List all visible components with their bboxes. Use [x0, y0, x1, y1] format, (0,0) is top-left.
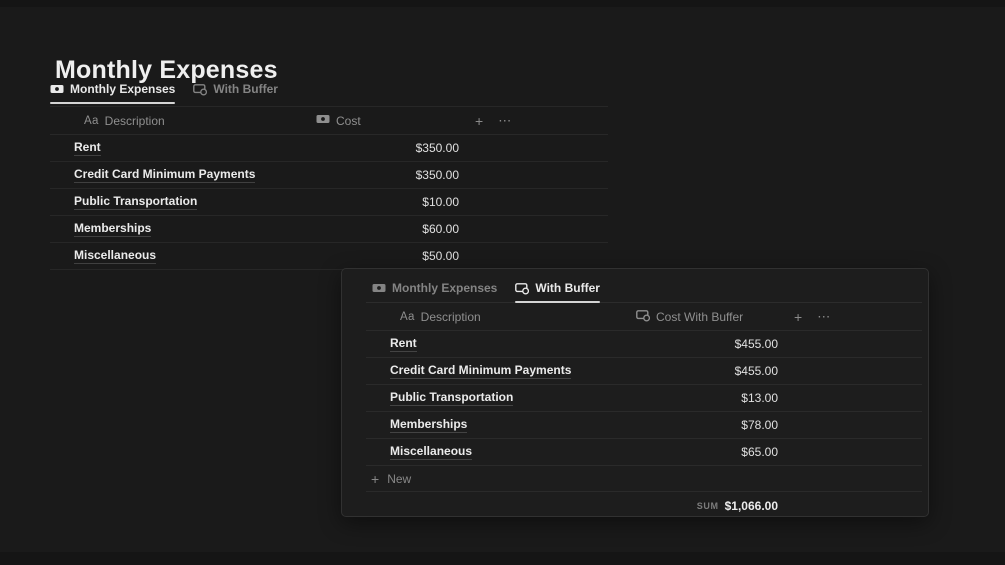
table-row: Miscellaneous $50.00 [50, 243, 608, 270]
table-row: Public Transportation $10.00 [50, 189, 608, 216]
cost-cell[interactable]: $10.00 [422, 195, 459, 209]
formula-icon [636, 308, 651, 325]
table-row: Miscellaneous $65.00 [366, 439, 922, 466]
page-title[interactable]: Monthly Expenses [55, 55, 278, 84]
empty-cell [784, 385, 922, 411]
tab-monthly-expenses[interactable]: Monthly Expenses [372, 281, 497, 302]
row-title-cell[interactable]: Public Transportation [390, 390, 514, 406]
cost-cell[interactable]: $350.00 [415, 168, 459, 182]
row-title-cell[interactable]: Rent [74, 140, 101, 156]
title-property-icon: Aa [400, 310, 415, 323]
new-row-label: New [387, 471, 412, 486]
screen-top-edge [0, 0, 1005, 7]
table-header-row: Aa Description Cost With Buffer + ⋯ [366, 303, 922, 331]
with-buffer-panel: Monthly Expenses With Buffer Aa Descript… [341, 268, 929, 517]
add-column-button[interactable]: + [475, 112, 484, 129]
table-row: Credit Card Minimum Payments $350.00 [50, 162, 608, 189]
empty-cell [784, 439, 922, 465]
empty-cell [784, 358, 922, 384]
table-row: Memberships $60.00 [50, 216, 608, 243]
cost-cell[interactable]: $350.00 [415, 141, 459, 155]
tab-label: With Buffer [213, 82, 278, 96]
tab-with-buffer[interactable]: With Buffer [193, 82, 278, 103]
banknote-icon [372, 281, 386, 295]
column-header-label: Description [420, 309, 481, 324]
cost-with-buffer-cell[interactable]: $455.00 [734, 364, 778, 378]
sum-label: SUM [696, 501, 719, 511]
tab-monthly-expenses[interactable]: Monthly Expenses [50, 82, 176, 104]
monthly-expenses-table: Aa Description Cost + ⋯ Rent $350.00 Cre… [50, 106, 608, 270]
empty-cell [465, 189, 608, 215]
cost-with-buffer-cell[interactable]: $13.00 [741, 391, 778, 405]
empty-cell [784, 331, 922, 357]
empty-cell [465, 243, 608, 269]
table-options-button[interactable]: ⋯ [498, 112, 513, 128]
table-options-button[interactable]: ⋯ [817, 308, 832, 324]
cost-cell[interactable]: $50.00 [422, 249, 459, 263]
sum-aggregate[interactable]: SUM $1,066.00 [628, 492, 784, 520]
empty-cell [465, 162, 608, 188]
cost-cell[interactable]: $60.00 [422, 222, 459, 236]
row-title-cell[interactable]: Credit Card Minimum Payments [390, 363, 572, 379]
table-row: Rent $350.00 [50, 135, 608, 162]
sum-value: $1,066.00 [724, 499, 778, 513]
row-title-cell[interactable]: Memberships [74, 221, 152, 237]
column-header-description[interactable]: Aa Description [366, 303, 628, 330]
view-tabs-buffer: Monthly Expenses With Buffer [366, 281, 922, 303]
column-header-label: Cost [336, 113, 361, 128]
empty-cell [465, 135, 608, 161]
row-title-cell[interactable]: Memberships [390, 417, 468, 433]
row-title-cell[interactable]: Credit Card Minimum Payments [74, 167, 256, 183]
table-row: Rent $455.00 [366, 331, 922, 358]
tab-label: Monthly Expenses [392, 281, 498, 295]
add-column-button[interactable]: + [794, 308, 803, 325]
plus-icon: + [371, 470, 380, 487]
row-title-cell[interactable]: Public Transportation [74, 194, 198, 210]
column-header-cost[interactable]: Cost [308, 107, 465, 134]
banknote-icon [50, 82, 64, 96]
tab-with-buffer[interactable]: With Buffer [515, 281, 600, 303]
empty-cell [465, 216, 608, 242]
summary-row: SUM $1,066.00 [366, 492, 922, 520]
cost-with-buffer-cell[interactable]: $78.00 [741, 418, 778, 432]
row-title-cell[interactable]: Rent [390, 336, 417, 352]
formula-icon [193, 82, 208, 96]
cost-with-buffer-cell[interactable]: $65.00 [741, 445, 778, 459]
row-title-cell[interactable]: Miscellaneous [390, 444, 473, 460]
column-header-label: Description [104, 113, 165, 128]
column-header-description[interactable]: Aa Description [50, 107, 308, 134]
tab-label: Monthly Expenses [70, 82, 176, 96]
table-row: Memberships $78.00 [366, 412, 922, 439]
new-row-button[interactable]: + New [366, 466, 922, 492]
screen-bottom-edge [0, 552, 1005, 565]
column-header-label: Cost With Buffer [656, 309, 744, 324]
table-header-row: Aa Description Cost + ⋯ [50, 106, 608, 135]
cost-with-buffer-cell[interactable]: $455.00 [734, 337, 778, 351]
row-title-cell[interactable]: Miscellaneous [74, 248, 157, 264]
tab-label: With Buffer [535, 281, 600, 295]
banknote-icon [316, 112, 330, 129]
title-property-icon: Aa [84, 114, 99, 127]
formula-icon [515, 281, 530, 295]
header-actions: + ⋯ [465, 107, 608, 134]
view-tabs-main: Monthly Expenses With Buffer [50, 82, 278, 104]
table-row: Public Transportation $13.00 [366, 385, 922, 412]
header-actions: + ⋯ [784, 303, 922, 330]
with-buffer-table: Aa Description Cost With Buffer + ⋯ Rent… [366, 303, 922, 520]
column-header-cost-with-buffer[interactable]: Cost With Buffer [628, 303, 784, 330]
table-row: Credit Card Minimum Payments $455.00 [366, 358, 922, 385]
empty-cell [784, 412, 922, 438]
